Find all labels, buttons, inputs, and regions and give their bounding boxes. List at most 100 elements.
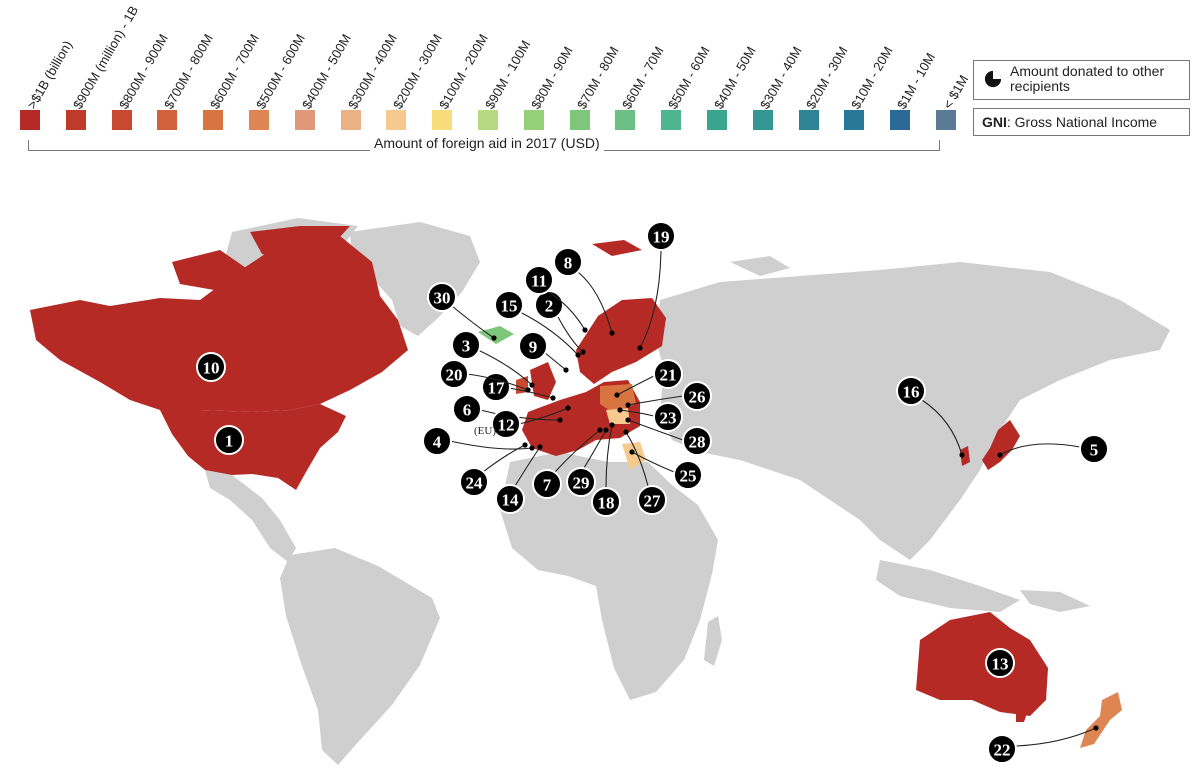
rank-marker: [459, 467, 489, 497]
rank-marker: [439, 359, 469, 389]
region-uk: [530, 362, 556, 400]
rank-marker-label: 29: [573, 474, 590, 493]
region-greece: [622, 442, 646, 470]
rank-marker-label: 6: [463, 401, 472, 420]
rank-marker: [427, 282, 457, 312]
leader-line: [627, 419, 684, 441]
region-canada: [30, 236, 408, 412]
rank-marker-label: 24: [466, 474, 484, 493]
rank-marker-label: 27: [644, 492, 662, 511]
rank-marker-label: 19: [653, 228, 670, 247]
rank-marker: [196, 352, 226, 382]
rank-marker-label: 28: [689, 433, 706, 452]
location-dot: [522, 442, 528, 448]
rank-marker: [422, 426, 452, 456]
landmass-southeast-asia: [876, 560, 1020, 612]
rank-marker-label: 30: [434, 289, 451, 308]
rank-marker-label: 22: [994, 741, 1011, 760]
location-dot: [529, 445, 535, 451]
location-dot: [557, 417, 563, 423]
rank-marker: [532, 469, 562, 499]
donated-legend-text: Amount donated to other recipients: [1010, 63, 1165, 94]
legend-swatch: [157, 110, 178, 130]
location-dot: [565, 405, 571, 411]
leader-line: [477, 349, 533, 386]
rank-marker-label: 18: [598, 494, 615, 513]
leader-line: [449, 440, 533, 450]
rank-marker-label: 16: [903, 383, 920, 402]
rank-marker-label: 1: [225, 432, 234, 451]
leader-line: [605, 424, 613, 489]
legend-swatch: [203, 110, 224, 130]
rank-marker-label: 13: [992, 655, 1009, 674]
location-dot: [525, 387, 531, 393]
location-dot: [537, 444, 543, 450]
location-dot: [617, 407, 623, 413]
location-dot: [625, 402, 631, 408]
location-dot: [637, 345, 643, 351]
leader-line: [999, 443, 1081, 456]
legend-swatch: [340, 110, 361, 130]
location-dot: [580, 349, 586, 355]
rank-marker-label: 2: [545, 297, 554, 316]
legend-swatch: [890, 110, 911, 130]
gni-legend-text-wrap: GNI: Gross National Income: [982, 114, 1157, 130]
location-dot: [563, 367, 569, 373]
rank-marker: [452, 394, 482, 424]
region-korea: [960, 446, 970, 466]
legend-swatch: [20, 110, 40, 130]
rank-marker-label: 15: [501, 297, 518, 316]
rank-marker: [653, 359, 683, 389]
legend-swatch: [752, 110, 773, 130]
rank-marker-label: 5: [1090, 441, 1099, 460]
leader-line: [619, 409, 655, 417]
leader-line: [518, 407, 569, 425]
rank-marker-label: 12: [498, 416, 515, 435]
rank-marker-label: 9: [529, 338, 538, 357]
rank-marker: [524, 265, 554, 295]
rank-marker-label: 14: [502, 491, 520, 510]
legend-swatch: [615, 110, 636, 130]
location-dot: [959, 452, 965, 458]
legend-swatch: [798, 110, 819, 130]
location-dot: [609, 422, 615, 428]
rank-marker: [682, 426, 712, 456]
legend-swatch: [249, 110, 269, 130]
gni-legend-box: GNI: Gross National Income: [973, 108, 1190, 136]
rank-marker: [896, 376, 926, 406]
landmass-new-guinea: [1020, 590, 1090, 612]
legend-swatch: [386, 110, 407, 130]
rank-marker-label: 25: [680, 467, 697, 486]
location-dot: [625, 417, 631, 423]
location-dot: [575, 352, 581, 358]
legend-swatch: [707, 110, 727, 130]
location-dot: [629, 449, 635, 455]
rank-marker: [481, 372, 511, 402]
leader-line: [627, 395, 684, 406]
rank-marker-label: 7: [543, 476, 552, 495]
rank-marker-label: 3: [462, 337, 471, 356]
leader-line: [616, 375, 655, 396]
landmass-africa: [500, 452, 718, 700]
rank-marker: [637, 485, 667, 515]
location-dot: [623, 429, 629, 435]
rank-marker: [985, 648, 1015, 678]
landmass-eurasia: [656, 262, 1170, 560]
rank-marker-label: 4: [433, 433, 442, 452]
region-hungary: [606, 408, 630, 424]
region-new-zealand: [1080, 692, 1122, 748]
region-japan: [982, 420, 1020, 470]
location-dot: [597, 427, 603, 433]
location-dot: [614, 392, 620, 398]
rank-marker: [553, 247, 583, 277]
legend-swatch: [294, 110, 315, 130]
rank-marker-label: 21: [660, 366, 677, 385]
landmass-svalbard-area: [730, 256, 790, 276]
region-scandinavia: [576, 298, 666, 384]
location-dot: [1093, 725, 1099, 731]
legend-swatch: [844, 110, 865, 130]
rank-marker: [591, 487, 621, 517]
leader-line: [547, 291, 586, 331]
leader-line: [466, 373, 529, 391]
